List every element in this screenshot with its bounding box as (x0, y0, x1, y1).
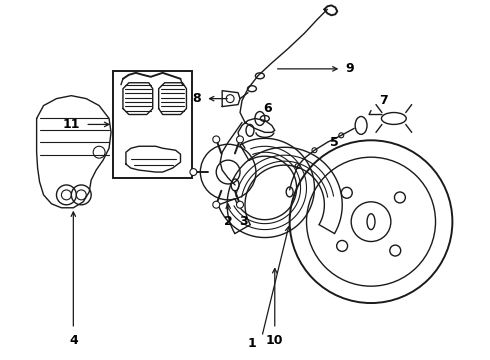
Circle shape (190, 168, 197, 176)
Circle shape (237, 201, 244, 208)
Text: 9: 9 (345, 62, 353, 75)
Text: 10: 10 (266, 334, 284, 347)
Text: 4: 4 (69, 334, 78, 347)
Text: 11: 11 (63, 118, 80, 131)
Text: 7: 7 (380, 94, 388, 107)
Text: 1: 1 (247, 337, 256, 350)
Text: 3: 3 (239, 215, 247, 228)
Text: 2: 2 (224, 215, 233, 228)
Text: 8: 8 (192, 92, 201, 105)
Bar (113, 71, 193, 178)
Circle shape (213, 201, 220, 208)
Circle shape (213, 136, 220, 143)
Text: 5: 5 (330, 136, 339, 149)
Circle shape (237, 136, 244, 143)
Text: 6: 6 (264, 102, 272, 115)
